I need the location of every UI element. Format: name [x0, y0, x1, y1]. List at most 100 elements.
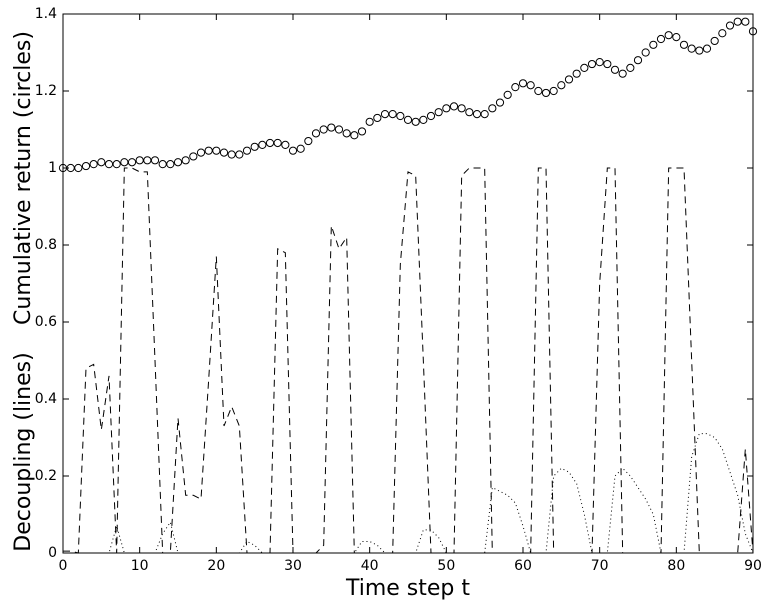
- data-point: [250, 142, 259, 151]
- y-tick-label: 0.6: [35, 314, 57, 330]
- data-point: [388, 110, 397, 119]
- data-point: [564, 75, 574, 84]
- data-point: [81, 161, 91, 171]
- data-point: [143, 156, 152, 165]
- x-tick-label: 80: [667, 558, 685, 574]
- data-point: [273, 138, 282, 148]
- data-point: [403, 115, 413, 124]
- data-point: [672, 33, 681, 42]
- data-point: [189, 152, 198, 161]
- data-point: [196, 148, 206, 157]
- data-point: [557, 81, 566, 90]
- data-point: [426, 111, 436, 121]
- data-point: [626, 63, 635, 73]
- data-point: [281, 140, 290, 149]
- data-point: [357, 127, 367, 136]
- data-point: [373, 113, 382, 123]
- data-point: [219, 148, 229, 157]
- x-tick-label: 30: [284, 558, 302, 574]
- data-point: [434, 108, 443, 117]
- y-axis-label: Decoupling (lines): [11, 352, 36, 551]
- data-point: [649, 40, 658, 49]
- data-point: [718, 29, 727, 38]
- data-point: [204, 146, 213, 155]
- data-point: [465, 108, 474, 117]
- data-point: [480, 110, 489, 119]
- data-point: [166, 160, 175, 169]
- data-point: [235, 150, 244, 159]
- data-point: [641, 48, 650, 57]
- data-point: [442, 104, 451, 113]
- data-point: [633, 56, 643, 65]
- data-point: [135, 156, 144, 165]
- data-point: [396, 111, 405, 121]
- data-point: [687, 44, 696, 53]
- data-point: [304, 136, 313, 146]
- data-point: [120, 158, 129, 167]
- data-point: [181, 156, 190, 165]
- data-point: [365, 117, 374, 126]
- data-point: [488, 104, 497, 113]
- y-tick-label: 0.2: [35, 468, 57, 484]
- data-point: [288, 146, 298, 155]
- x-tick-label: 70: [591, 558, 609, 574]
- data-point: [472, 110, 482, 119]
- data-point: [296, 144, 305, 153]
- data-point: [419, 115, 428, 124]
- data-point: [411, 117, 420, 126]
- data-point: [112, 160, 121, 169]
- data-point: [258, 140, 267, 149]
- data-point: [748, 27, 758, 36]
- data-point: [212, 146, 221, 155]
- y-tick-label: 1: [48, 160, 57, 176]
- data-point: [725, 21, 735, 30]
- data-line: [63, 433, 754, 554]
- plot-frame: [62, 13, 754, 554]
- data-point: [587, 59, 597, 69]
- y-tick-label: 0.8: [35, 237, 57, 253]
- y-axis-label: Cumulative return (circles): [11, 31, 36, 325]
- data-point: [150, 156, 160, 165]
- data-point: [503, 90, 512, 99]
- data-point: [741, 17, 750, 26]
- data-point: [710, 36, 719, 46]
- x-tick-label: 90: [744, 558, 762, 574]
- data-point: [511, 83, 520, 92]
- data-point: [679, 40, 689, 49]
- y-tick-label: 1.2: [35, 83, 57, 99]
- data-point: [495, 98, 505, 107]
- x-tick-label: 20: [207, 558, 225, 574]
- data-point: [334, 125, 344, 134]
- x-tick-label: 10: [131, 558, 149, 574]
- data-point: [702, 44, 712, 53]
- data-point: [242, 146, 252, 155]
- data-point: [74, 163, 83, 173]
- data-point: [610, 65, 620, 74]
- data-point: [89, 160, 98, 169]
- data-point: [580, 63, 589, 73]
- data-point: [664, 31, 673, 40]
- data-point: [158, 160, 167, 169]
- data-point: [618, 69, 627, 78]
- data-line: [63, 167, 754, 554]
- data-point: [603, 59, 612, 69]
- data-point: [311, 129, 321, 138]
- data-point: [595, 58, 604, 67]
- x-axis-label: Time step t: [345, 576, 470, 601]
- data-point: [526, 81, 535, 90]
- data-point: [541, 88, 551, 98]
- data-point: [572, 69, 581, 78]
- data-point: [327, 123, 336, 132]
- data-point: [656, 34, 666, 44]
- x-tick-label: 50: [437, 558, 455, 574]
- x-tick-label: 60: [514, 558, 532, 574]
- data-point: [104, 160, 114, 169]
- y-tick-label: 0: [48, 545, 57, 561]
- data-point: [449, 102, 459, 111]
- data-point: [549, 86, 558, 96]
- data-point: [518, 79, 528, 88]
- data-point: [227, 150, 236, 159]
- y-tick-label: 0.4: [35, 391, 57, 407]
- data-point: [319, 125, 328, 134]
